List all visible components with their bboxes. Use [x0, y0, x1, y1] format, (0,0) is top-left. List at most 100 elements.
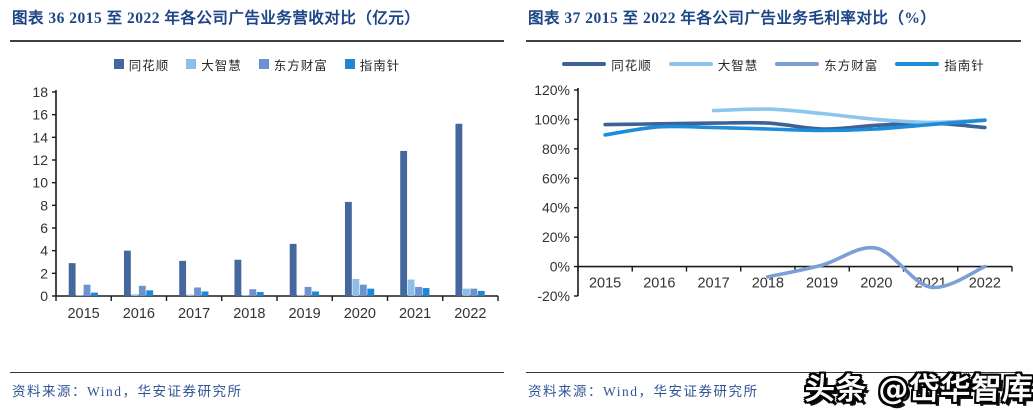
bar — [256, 291, 264, 296]
y-tick-label: 18 — [32, 84, 48, 100]
bar — [234, 259, 242, 296]
bar — [68, 262, 76, 296]
bar — [400, 150, 408, 296]
y-tick-label: 60% — [542, 170, 570, 186]
bar — [201, 291, 209, 296]
bar — [76, 294, 84, 296]
y-tick-label: 4 — [40, 242, 48, 258]
chart-panel-gross-margin: 图表 37 2015 至 2022 年各公司广告业务毛利率对比（%） 同花顺 大智… — [516, 0, 1033, 410]
y-tick-label: 14 — [32, 129, 48, 145]
legend-item: 大智慧 — [186, 55, 242, 74]
chart-panel-ad-revenue: 图表 36 2015 至 2022 年各公司广告业务营收对比（亿元） 同花顺 大智… — [0, 0, 516, 410]
x-tick-label: 2018 — [233, 306, 265, 322]
x-tick-label: 2017 — [178, 306, 210, 322]
line-series — [766, 245, 987, 289]
x-tick-label: 2015 — [67, 306, 99, 322]
x-tick-label: 2019 — [806, 275, 838, 291]
bar — [123, 250, 131, 296]
x-tick-label: 2021 — [399, 306, 431, 322]
source-text: 资料来源：Wind，华安证券研究所 — [528, 384, 759, 399]
y-tick-label: 10 — [32, 174, 48, 190]
bar — [179, 260, 187, 296]
bar — [289, 243, 297, 296]
y-tick-label: 40% — [542, 199, 570, 215]
y-tick-label: 16 — [32, 106, 48, 122]
legend-label: 指南针 — [359, 58, 401, 73]
x-tick-label: 2018 — [752, 275, 784, 291]
bar — [367, 288, 375, 296]
legend-label: 同花顺 — [128, 58, 170, 73]
legend-line-icon — [775, 62, 820, 67]
legend-item: 东方财富 — [775, 55, 878, 74]
y-tick-label: 8 — [40, 197, 48, 213]
legend-label: 指南针 — [944, 58, 985, 73]
legend-label: 东方财富 — [824, 58, 879, 73]
x-tick-label: 2022 — [969, 275, 1001, 291]
x-tick-label: 2017 — [697, 275, 729, 291]
line-chart-gross-margin: -20% 0% 20% 40% 60% 80% 100% 120% 2015 2016 2017 20… — [534, 82, 1013, 304]
legend-label: 东方财富 — [273, 58, 328, 73]
bar — [415, 286, 422, 296]
bar — [422, 287, 430, 296]
legend-line-icon — [562, 62, 607, 67]
legend-label: 大智慧 — [201, 58, 242, 73]
bar — [194, 287, 201, 296]
legend-swatch-icon — [113, 59, 124, 70]
bar — [131, 293, 139, 296]
x-tick-label: 2020 — [344, 306, 376, 322]
bar — [470, 288, 478, 296]
y-tick-label: 0 — [40, 288, 48, 304]
legend-item: 大智慧 — [668, 55, 759, 74]
y-tick-label: 20% — [542, 229, 570, 245]
x-tick-label: 2016 — [643, 275, 675, 291]
bar — [344, 201, 352, 296]
legend-item: 同花顺 — [562, 55, 652, 74]
bar-chart-ad-revenue: 0 2 4 6 8 10 12 14 16 18 2015 2016 2017 2018 2019 2020 2… — [32, 84, 499, 322]
y-tick-label: 0% — [550, 258, 570, 274]
y-tick-label: 80% — [542, 141, 570, 157]
watermark: 头条 @岱华智库 — [803, 372, 1033, 407]
x-tick-label: 2015 — [589, 275, 621, 291]
chart-title-revenue: 图表 36 2015 至 2022 年各公司广告业务营收对比（亿元） — [10, 6, 504, 42]
bar — [304, 286, 312, 296]
y-tick-label: 6 — [40, 220, 48, 236]
bar — [91, 292, 98, 296]
bar — [83, 284, 91, 296]
y-tick-label: 100% — [534, 111, 570, 127]
legend-line-icon — [668, 62, 713, 67]
legend-swatch-icon — [258, 59, 269, 70]
legend-label: 同花顺 — [611, 58, 652, 73]
bar — [352, 278, 360, 296]
legend-line-icon — [895, 62, 940, 67]
bar — [359, 284, 367, 296]
bar — [462, 288, 470, 296]
bar — [297, 294, 305, 296]
x-tick-label: 2022 — [454, 306, 486, 322]
chart-title-gross-margin: 图表 37 2015 至 2022 年各公司广告业务毛利率对比（%） — [526, 6, 1021, 42]
x-tick-label: 2019 — [288, 306, 320, 322]
legend-item: 同花顺 — [113, 55, 170, 74]
x-tick-label: 2016 — [123, 306, 155, 322]
bar — [138, 285, 146, 296]
bar — [312, 291, 319, 296]
bar — [407, 279, 415, 296]
legend-revenue: 同花顺 大智慧 东方财富 指南针 — [10, 55, 504, 74]
source-row: 资料来源：Wind，华安证券研究所 — [10, 372, 504, 410]
y-tick-label: 2 — [40, 265, 48, 281]
source-row: 资料来源：Wind，华安证券研究所 — [526, 372, 1021, 410]
bar — [186, 294, 194, 296]
legend-item: 指南针 — [344, 55, 401, 74]
line-series — [603, 118, 987, 137]
line-series — [711, 106, 987, 124]
legend-label: 大智慧 — [717, 58, 759, 73]
y-tick-label: -20% — [537, 288, 570, 304]
legend-item: 指南针 — [895, 55, 985, 74]
legend-item: 东方财富 — [258, 55, 328, 74]
bar — [146, 289, 154, 296]
source-text: 资料来源：Wind，华安证券研究所 — [12, 384, 243, 399]
y-tick-label: 120% — [534, 82, 570, 98]
y-tick-label: 12 — [32, 152, 48, 168]
legend-gross-margin: 同花顺 大智慧 东方财富 指南针 — [526, 55, 1021, 74]
bar — [455, 123, 463, 296]
